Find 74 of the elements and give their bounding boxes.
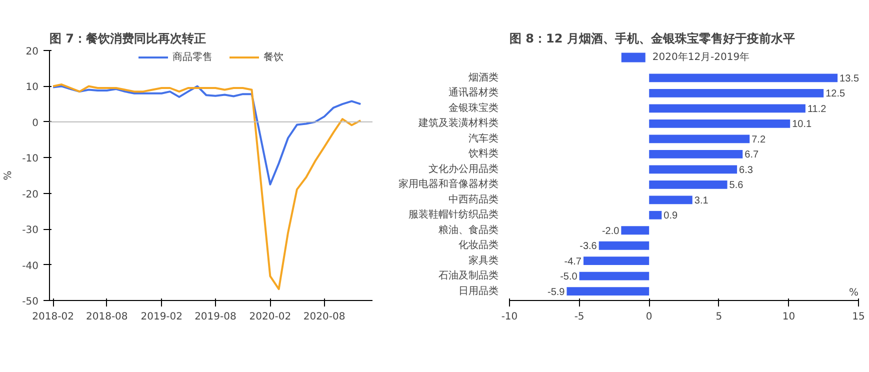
- y-tick-label: 文化办公用品类: [428, 162, 498, 175]
- bar: [621, 226, 650, 235]
- y-tick-label: 化妆品类: [458, 239, 498, 252]
- bar: [649, 196, 692, 204]
- x-tick-label: -10: [501, 312, 518, 322]
- y-tick-label: 10: [26, 82, 39, 94]
- legend-label: 餐饮: [264, 50, 284, 64]
- bar: [583, 256, 650, 266]
- bar: [566, 287, 650, 296]
- bar: [579, 272, 650, 280]
- x-tick-label: 2018-08: [86, 312, 128, 322]
- y-tick-label: 建筑及装潢材料类: [418, 117, 498, 130]
- bar: [649, 104, 806, 113]
- bar: [598, 241, 650, 250]
- x-tick-label: 2019-02: [140, 312, 183, 322]
- chart-title: 图 7：餐饮消费同比再次转正: [50, 32, 206, 46]
- x-tick-label: 15: [852, 312, 865, 322]
- x-tick-label: -5: [574, 312, 584, 322]
- data-label: 3.1: [694, 195, 709, 206]
- data-label: 10.1: [792, 119, 812, 130]
- data-label: 0.9: [664, 210, 678, 222]
- data-label: 7.2: [752, 134, 766, 146]
- data-label: 13.5: [840, 73, 860, 84]
- legend-label: 2020年12月-2019年: [652, 51, 750, 64]
- y-tick-label: 家用电器和音像器材类: [398, 178, 498, 190]
- bar: [649, 150, 743, 158]
- y-tick-label: 服装鞋帽针纺织品类: [408, 208, 498, 221]
- y-tick-label: 石油及制品类: [438, 270, 498, 282]
- data-label: -3.6: [580, 241, 598, 252]
- y-tick-label: -40: [22, 260, 39, 272]
- data-label: 12.5: [826, 88, 846, 100]
- y-tick-label: 日用品类: [458, 284, 498, 297]
- bar: [649, 88, 824, 98]
- y-tick-label: 0: [32, 118, 39, 129]
- y-tick-label: 粮油、食品类: [438, 224, 498, 236]
- data-label: 5.6: [729, 180, 744, 192]
- data-label: 6.7: [744, 150, 759, 161]
- data-label: 6.3: [739, 164, 754, 176]
- bar: [649, 210, 662, 220]
- data-label: -5.9: [548, 286, 566, 298]
- x-tick-label: 0: [646, 312, 652, 322]
- y-tick-label: 饮料类: [468, 148, 498, 160]
- y-tick-label: 金银珠宝类: [448, 102, 498, 114]
- bar: [649, 165, 738, 174]
- x-tick-label: 2020-08: [303, 312, 346, 322]
- x-axis-title: %: [849, 288, 859, 298]
- line-series: [52, 83, 362, 290]
- x-tick-label: 2019-08: [194, 312, 236, 322]
- line-series: [52, 85, 362, 186]
- legend-label: 商品零售: [172, 50, 212, 64]
- y-tick-label: -30: [22, 225, 39, 236]
- y-tick-label: 家具类: [468, 254, 498, 266]
- y-tick-label: -20: [22, 189, 39, 200]
- bar: [649, 134, 750, 144]
- y-tick-label: 通讯器材类: [448, 86, 498, 99]
- y-tick-label: -50: [22, 296, 39, 308]
- y-tick-label: 汽车类: [468, 132, 498, 144]
- x-tick-label: 10: [782, 312, 796, 322]
- chart-title: 图 8：12 月烟酒、手机、金银珠宝零售好于疫前水平: [510, 32, 795, 46]
- x-tick-label: 5: [716, 312, 722, 322]
- data-label: -5.0: [560, 272, 578, 283]
- y-tick-label: 中西药品类: [448, 193, 498, 206]
- bar: [649, 119, 790, 128]
- data-label: -2.0: [602, 226, 620, 237]
- bar: [649, 74, 838, 82]
- y-tick-label: 20: [26, 46, 39, 58]
- data-label: 11.2: [807, 104, 827, 115]
- y-tick-label: 烟酒类: [468, 71, 498, 84]
- data-label: -4.7: [564, 256, 582, 268]
- bar: [649, 180, 728, 189]
- x-tick-label: 2020-02: [249, 312, 292, 322]
- y-axis-title: %: [3, 170, 14, 180]
- x-tick-label: 2018-02: [32, 312, 74, 322]
- y-tick-label: -10: [22, 154, 39, 165]
